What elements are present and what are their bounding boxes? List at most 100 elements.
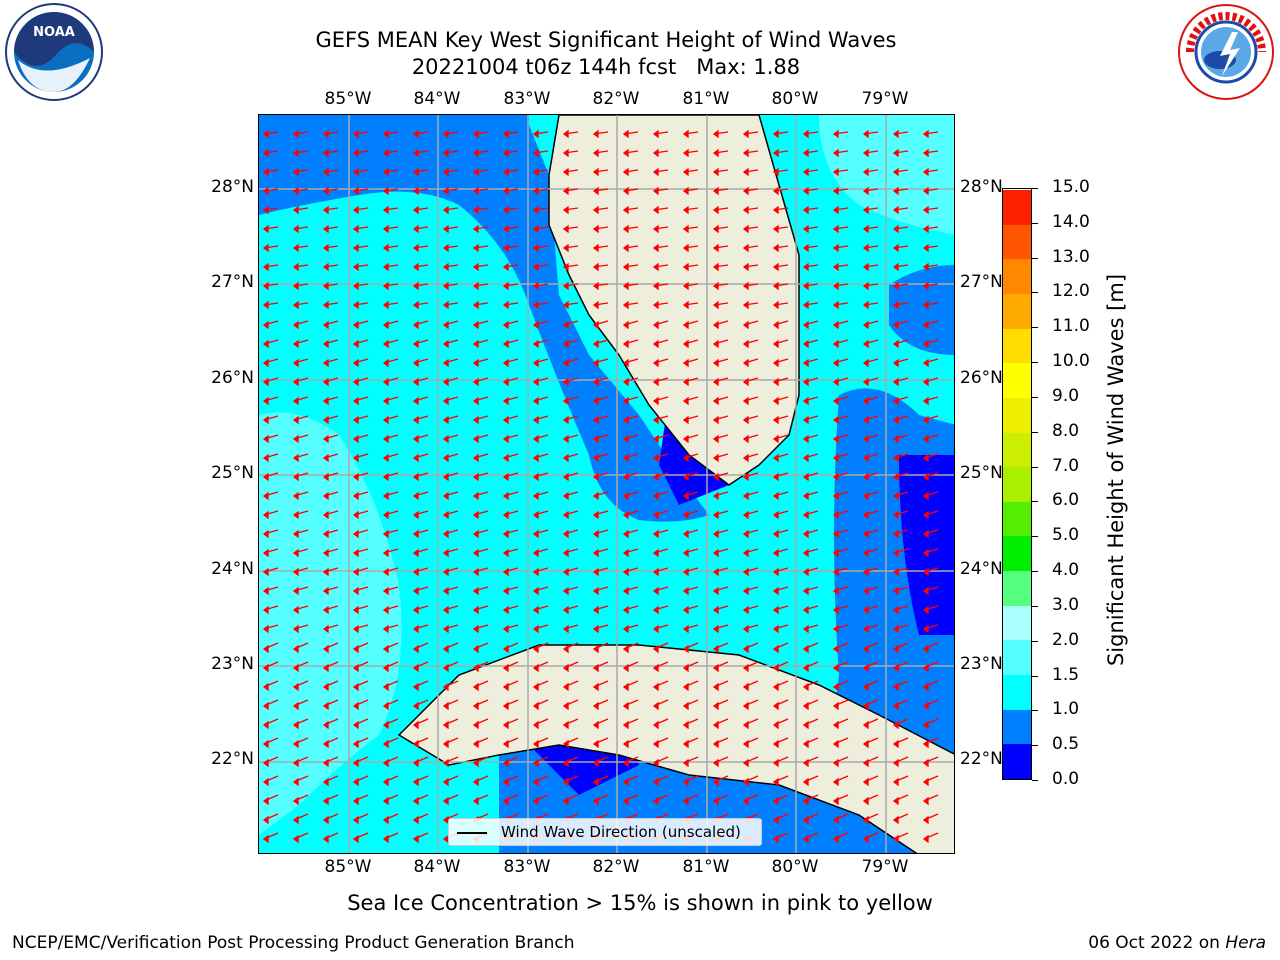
wave-direction-arrowhead xyxy=(862,262,869,272)
wave-direction-arrowhead xyxy=(742,548,749,558)
wave-direction-arrowhead xyxy=(802,510,809,520)
wave-direction-arrowhead xyxy=(292,777,299,787)
wave-direction-arrowhead xyxy=(652,300,659,310)
wave-direction-arrowhead xyxy=(262,510,269,520)
wave-direction-arrowhead xyxy=(802,148,809,158)
wave-direction-arrowhead xyxy=(712,548,719,558)
wave-direction-arrowhead xyxy=(652,644,659,654)
wave-direction-arrowhead xyxy=(292,281,299,291)
wave-direction-arrowhead xyxy=(922,815,929,825)
wave-direction-arrowhead xyxy=(892,224,899,234)
wave-direction-arrowhead xyxy=(772,186,779,196)
wave-direction-arrowhead xyxy=(322,720,329,730)
wave-direction-arrowhead xyxy=(502,358,509,368)
wave-direction-arrowhead xyxy=(322,567,329,577)
wave-direction-arrowhead xyxy=(562,358,569,368)
wave-direction-arrowhead xyxy=(592,339,599,349)
lat-label-right-25n: 25°N xyxy=(960,463,1003,483)
wave-direction-arrowhead xyxy=(742,148,749,158)
wave-direction-arrowhead xyxy=(892,510,899,520)
wave-direction-arrowhead xyxy=(502,777,509,787)
wave-direction-arrowhead xyxy=(382,586,389,596)
wave-direction-arrowhead xyxy=(592,358,599,368)
wave-direction-arrowhead xyxy=(352,396,359,406)
wave-direction-arrowhead xyxy=(262,262,269,272)
wave-direction-arrowhead xyxy=(802,663,809,673)
wave-direction-arrowhead xyxy=(652,491,659,501)
wave-direction-arrowhead xyxy=(862,586,869,596)
wave-direction-arrowhead xyxy=(802,796,809,806)
wave-direction-arrowhead xyxy=(682,129,689,139)
wave-direction-arrowhead xyxy=(472,701,479,711)
colorbar-tick-mark xyxy=(1032,640,1038,642)
wave-direction-arrowhead xyxy=(442,644,449,654)
wave-direction-arrowhead xyxy=(442,434,449,444)
wave-direction-arrowhead xyxy=(352,720,359,730)
wave-direction-arrowhead xyxy=(562,186,569,196)
wave-direction-arrowhead xyxy=(532,720,539,730)
wave-direction-arrowhead xyxy=(652,682,659,692)
wave-direction-arrowhead xyxy=(772,567,779,577)
wave-direction-arrowhead xyxy=(352,129,359,139)
colorbar-tick-mark xyxy=(1032,536,1038,538)
wave-direction-arrowhead xyxy=(892,834,899,844)
wave-direction-arrowhead xyxy=(742,262,749,272)
wave-direction-arrowhead xyxy=(352,281,359,291)
wave-direction-arrowhead xyxy=(682,396,689,406)
lat-label-left-22n: 22°N xyxy=(211,749,254,769)
wave-direction-arrowhead xyxy=(922,358,929,368)
wave-direction-arrowhead xyxy=(442,453,449,463)
wave-direction-arrowhead xyxy=(622,186,629,196)
wave-direction-arrowhead xyxy=(502,567,509,577)
colorbar-tick-mark xyxy=(1032,605,1038,607)
wave-direction-arrowhead xyxy=(652,567,659,577)
wave-direction-arrowhead xyxy=(292,720,299,730)
wave-direction-arrowhead xyxy=(892,453,899,463)
wave-direction-arrowhead xyxy=(442,758,449,768)
wave-direction-arrowhead xyxy=(862,186,869,196)
wave-direction-arrowhead xyxy=(862,796,869,806)
wave-direction-arrowhead xyxy=(802,434,809,444)
wave-direction-arrowhead xyxy=(832,663,839,673)
wave-direction-arrowhead xyxy=(592,453,599,463)
wave-direction-arrowhead xyxy=(412,644,419,654)
wave-direction-arrowhead xyxy=(442,339,449,349)
wave-direction-arrowhead xyxy=(802,739,809,749)
wave-direction-arrowhead xyxy=(412,624,419,634)
wave-direction-arrowhead xyxy=(862,548,869,558)
wave-direction-arrowhead xyxy=(322,624,329,634)
wave-direction-arrowhead xyxy=(712,644,719,654)
wave-direction-arrowhead xyxy=(772,377,779,387)
wave-direction-arrowhead xyxy=(502,129,509,139)
wave-direction-arrowhead xyxy=(892,815,899,825)
wave-direction-arrowhead xyxy=(772,243,779,253)
wave-direction-arrowhead xyxy=(742,396,749,406)
wave-direction-arrowhead xyxy=(862,300,869,310)
wave-direction-arrowhead xyxy=(262,205,269,215)
wave-direction-arrowhead xyxy=(292,453,299,463)
wave-direction-arrowhead xyxy=(562,339,569,349)
wave-direction-arrowhead xyxy=(802,777,809,787)
wave-direction-arrowhead xyxy=(892,167,899,177)
wave-direction-arrowhead xyxy=(562,281,569,291)
wave-direction-arrowhead xyxy=(622,300,629,310)
wave-direction-arrowhead xyxy=(652,548,659,558)
wave-direction-arrowhead xyxy=(892,148,899,158)
wave-direction-arrowhead xyxy=(532,472,539,482)
wave-direction-arrowhead xyxy=(592,758,599,768)
wave-direction-arrowhead xyxy=(502,300,509,310)
wave-direction-arrowhead xyxy=(682,300,689,310)
wave-direction-arrowhead xyxy=(712,586,719,596)
wave-direction-arrowhead xyxy=(802,701,809,711)
wave-direction-arrowhead xyxy=(802,243,809,253)
wave-direction-arrowhead xyxy=(532,148,539,158)
wave-direction-arrowhead xyxy=(802,339,809,349)
wave-direction-arrowhead xyxy=(622,224,629,234)
wave-direction-arrowhead xyxy=(682,320,689,330)
wave-direction-arrowhead xyxy=(802,472,809,482)
wave-direction-arrowhead xyxy=(862,434,869,444)
wave-direction-arrowhead xyxy=(742,624,749,634)
cuba-land xyxy=(397,644,954,853)
wave-direction-arrowhead xyxy=(502,586,509,596)
wave-direction-arrowhead xyxy=(472,510,479,520)
